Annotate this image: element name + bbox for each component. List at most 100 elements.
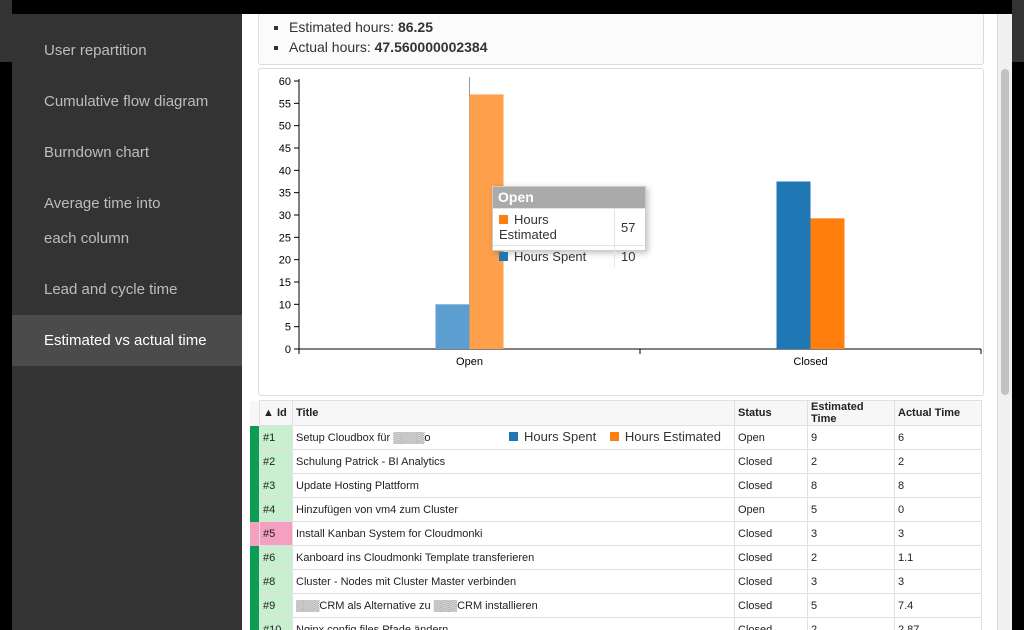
task-id[interactable]: #8 [259, 569, 293, 594]
task-status: Open [734, 425, 808, 450]
task-status: Closed [734, 569, 808, 594]
task-estimated-time: 2 [807, 617, 895, 630]
task-title[interactable]: Setup Cloudbox für ▒▒▒▒o [292, 425, 735, 450]
task-title[interactable]: Install Kanban System for Cloudmonki [292, 521, 735, 546]
y-tick-label: 60 [279, 76, 291, 88]
table-row[interactable]: #10 Nginx config files Pfade ändern Closed… [250, 617, 982, 630]
task-actual-time: 1.1 [894, 545, 982, 570]
y-tick-label: 45 [279, 143, 291, 155]
table-row[interactable]: #4 Hinzufügen von vm4 zum Cluster Open 5 0 [250, 497, 982, 522]
table-row[interactable]: #8 Cluster - Nodes mit Cluster Master ver… [250, 569, 982, 594]
task-id[interactable]: #5 [259, 521, 293, 546]
bar-closed-hours-spent [776, 181, 811, 349]
task-status: Closed [734, 521, 808, 546]
row-color-bar [250, 449, 260, 474]
task-actual-time: 7.4 [894, 593, 982, 618]
column-header-estimated[interactable]: Estimated Time [807, 400, 895, 426]
sidebar-item-lead-cycle[interactable]: Lead and cycle time [44, 281, 178, 298]
scrollbar-thumb[interactable] [1001, 69, 1009, 395]
modal-frame: User repartition Cumulative flow diagram… [12, 14, 1012, 630]
estimated-hours-line: Estimated hours: 86.25 [289, 17, 983, 37]
tooltip-title: Open [493, 187, 645, 208]
task-id[interactable]: #10 [259, 617, 293, 630]
issues-table: ▲ Id Title Status Estimated Time Actual … [250, 400, 982, 630]
tooltip-label: Hours Spent [514, 249, 587, 264]
task-id[interactable]: #3 [259, 473, 293, 498]
window-backdrop-right [1012, 0, 1024, 62]
table-row[interactable]: #6 Kanboard ins Cloudmonki Template trans… [250, 545, 982, 570]
task-actual-time: 2 [894, 449, 982, 474]
task-title[interactable]: Update Hosting Plattform [292, 473, 735, 498]
task-id[interactable]: #2 [259, 449, 293, 474]
task-estimated-time: 3 [807, 569, 895, 594]
sidebar-item-average-time[interactable]: Average time into each column [44, 195, 161, 247]
y-tick-label: 20 [279, 255, 291, 267]
task-actual-time: 2.87 [894, 617, 982, 630]
y-tick-label: 55 [279, 98, 291, 110]
task-actual-time: 3 [894, 521, 982, 546]
y-tick-label: 25 [279, 232, 291, 244]
sidebar-item-estimated-vs-actual[interactable]: Estimated vs actual time [12, 315, 242, 366]
task-estimated-time: 3 [807, 521, 895, 546]
row-color-bar [250, 497, 260, 522]
task-status: Open [734, 497, 808, 522]
task-estimated-time: 5 [807, 593, 895, 618]
y-tick-label: 5 [285, 322, 291, 334]
bar-chart: 0 5 10 15 20 25 30 35 40 45 50 55 60 Open Closed [279, 76, 982, 368]
task-title[interactable]: ▒▒▒CRM als Alternative zu ▒▒▒CRM install… [292, 593, 735, 618]
sidebar-item-burndown[interactable]: Burndown chart [44, 144, 150, 161]
y-tick-label: 15 [279, 277, 291, 289]
task-actual-time: 0 [894, 497, 982, 522]
chart-tooltip: Open Hours Estimated 57 Hours Spent 10 [492, 186, 646, 267]
actual-hours-line: Actual hours: 47.560000002384 [289, 37, 983, 57]
task-id[interactable]: #1 [259, 425, 293, 450]
task-id[interactable]: #9 [259, 593, 293, 618]
task-actual-time: 3 [894, 569, 982, 594]
y-tick-label: 30 [279, 210, 291, 222]
window-backdrop-left [0, 0, 12, 62]
column-header-title[interactable]: Title [292, 400, 735, 426]
y-tick-label: 10 [279, 299, 291, 311]
task-title[interactable]: Kanboard ins Cloudmonki Template transfe… [292, 545, 735, 570]
row-color-bar [250, 545, 260, 570]
row-color-bar [250, 617, 260, 630]
y-tick-label: 0 [285, 344, 291, 356]
task-estimated-time: 8 [807, 473, 895, 498]
task-title[interactable]: Schulung Patrick - BI Analytics [292, 449, 735, 474]
task-estimated-time: 2 [807, 449, 895, 474]
row-color-bar [250, 521, 260, 546]
task-status: Closed [734, 473, 808, 498]
tooltip-value: 57 [614, 208, 645, 246]
tooltip-swatch-estimated [499, 215, 508, 224]
table-row[interactable]: #9 ▒▒▒CRM als Alternative zu ▒▒▒CRM insta… [250, 593, 982, 618]
task-actual-time: 6 [894, 425, 982, 450]
chart-container: 0 5 10 15 20 25 30 35 40 45 50 55 60 Open Closed Open … [258, 68, 984, 444]
task-status: Closed [734, 449, 808, 474]
task-title[interactable]: Cluster - Nodes mit Cluster Master verbi… [292, 569, 735, 594]
task-estimated-time: 5 [807, 497, 895, 522]
tooltip-label: Hours Estimated [499, 212, 557, 242]
row-color-bar [250, 473, 260, 498]
main-content: Estimated hours: 86.25 Actual hours: 47.… [242, 14, 998, 630]
actual-hours-label: Actual hours: [289, 39, 371, 55]
task-estimated-time: 2 [807, 545, 895, 570]
issues-table-wrapper: ▲ Id Title Status Estimated Time Actual … [250, 400, 982, 630]
task-id[interactable]: #6 [259, 545, 293, 570]
column-header-id[interactable]: ▲ Id [259, 400, 293, 426]
table-row[interactable]: #2 Schulung Patrick - BI Analytics Closed 2… [250, 449, 982, 474]
y-tick-label: 35 [279, 188, 291, 200]
task-title[interactable]: Nginx config files Pfade ändern [292, 617, 735, 630]
sidebar-item-user-repartition[interactable]: User repartition [44, 42, 147, 59]
task-id[interactable]: #4 [259, 497, 293, 522]
column-header-actual[interactable]: Actual Time [894, 400, 982, 426]
table-row[interactable]: #5 Install Kanban System for Cloudmonki Cl… [250, 521, 982, 546]
task-status: Closed [734, 617, 808, 630]
sidebar-item-cumulative-flow[interactable]: Cumulative flow diagram [44, 93, 209, 110]
tooltip-value: 10 [614, 245, 645, 267]
table-row[interactable]: #3 Update Hosting Plattform Closed 8 8 [250, 473, 982, 498]
column-header-status[interactable]: Status [734, 400, 808, 426]
task-title[interactable]: Hinzufügen von vm4 zum Cluster [292, 497, 735, 522]
vertical-scrollbar[interactable] [997, 14, 1012, 630]
table-row[interactable]: #1 Setup Cloudbox für ▒▒▒▒o Open 9 6 [250, 425, 982, 450]
row-color-bar [250, 425, 260, 450]
